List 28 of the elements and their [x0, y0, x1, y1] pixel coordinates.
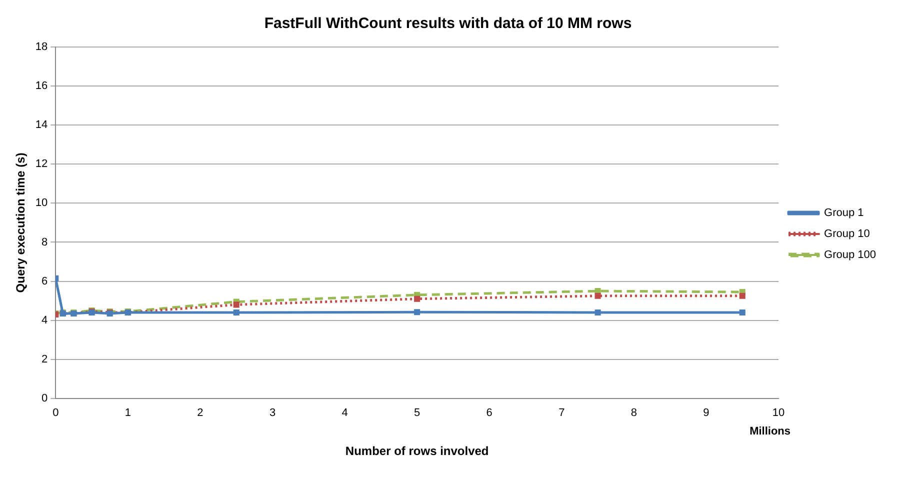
y-tick-label: 6	[42, 275, 48, 288]
x-tick-label: 8	[630, 407, 638, 420]
text: Millions	[750, 425, 791, 438]
x-tick-label: 10	[772, 407, 785, 420]
y-tick-label: 4	[42, 314, 48, 326]
y-axis-title: Query execution time (s)	[14, 152, 28, 293]
y-tick-label: 18	[35, 41, 48, 54]
y-tick-label: 10	[35, 197, 48, 210]
y-tick-label: 2	[42, 353, 48, 366]
x-tick-label: 9	[703, 407, 710, 420]
legend-label: Group 100	[824, 249, 876, 262]
x-tick-label: 1	[124, 407, 131, 420]
y-tick-label: 14	[35, 119, 48, 132]
y-tick-label: 8	[42, 236, 48, 248]
legend-label: Group 1	[824, 207, 864, 220]
x-tick-label: 5	[414, 407, 420, 420]
x-tick-label: 3	[269, 407, 276, 420]
chart-title: FastFull WithCount results with data of 10 MM rows	[264, 15, 632, 32]
y-tick-label: 0	[42, 392, 48, 404]
y-tick-label: 16	[35, 80, 48, 92]
y-tick-label: 12	[35, 158, 48, 170]
x-tick-label: 2	[197, 407, 204, 420]
legend-label: Group 10	[824, 228, 870, 240]
x-tick-label: 7	[558, 407, 565, 420]
x-tick-label: 6	[486, 407, 492, 420]
x-tick-label: 0	[52, 407, 59, 420]
x-tick-label: 4	[342, 407, 348, 420]
x-axis-title: Number of rows involved	[345, 444, 489, 458]
